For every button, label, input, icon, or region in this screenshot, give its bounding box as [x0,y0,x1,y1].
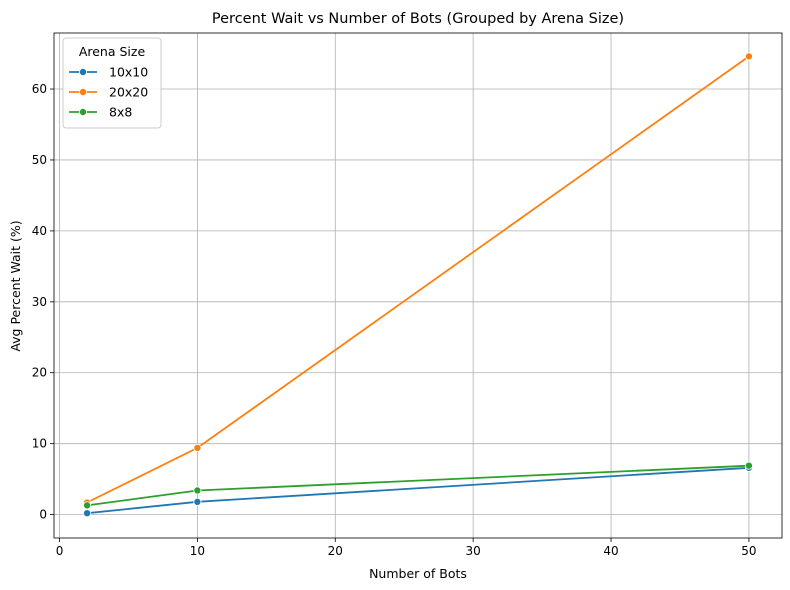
y-tick-label: 60 [32,82,47,96]
y-tick-label: 30 [32,295,47,309]
data-point-8x8 [83,501,92,510]
axis-ticks: 0 10 20 30 40 50 0 10 20 30 40 50 60 [32,82,757,558]
series-layer [83,52,753,518]
grid [54,33,782,538]
data-point-8x8 [744,461,753,470]
data-point-20x20 [744,52,753,61]
data-point-20x20 [193,443,202,452]
x-tick-label: 0 [56,544,64,558]
legend-marker-10x10 [79,68,88,77]
data-point-8x8 [193,486,202,495]
legend-label-10x10: 10x10 [109,65,148,80]
y-tick-label: 40 [32,224,47,238]
data-point-10x10 [193,497,202,506]
legend-items: 10x10 20x20 8x8 [69,65,148,120]
chart-title: Percent Wait vs Number of Bots (Grouped … [212,11,624,27]
legend: Arena Size 10x10 20x20 8x8 [62,37,162,129]
y-tick-label: 50 [32,153,47,167]
plot-frame [53,32,783,539]
legend-marker-8x8 [79,108,88,117]
x-tick-label: 10 [190,544,205,558]
legend-label-20x20: 20x20 [109,85,148,100]
x-tick-label: 20 [328,544,343,558]
x-axis-label: Number of Bots [369,566,467,581]
legend-label-8x8: 8x8 [109,105,132,120]
legend-marker-20x20 [79,88,88,97]
y-tick-label: 0 [39,508,47,522]
y-tick-label: 10 [32,437,47,451]
x-tick-label: 40 [603,544,618,558]
x-tick-label: 50 [741,544,756,558]
y-tick-label: 20 [32,366,47,380]
legend-box [62,37,162,129]
x-tick-label: 30 [466,544,481,558]
legend-title: Arena Size [79,44,146,59]
y-axis-label: Avg Percent Wait (%) [8,220,23,351]
data-point-10x10 [83,509,92,518]
